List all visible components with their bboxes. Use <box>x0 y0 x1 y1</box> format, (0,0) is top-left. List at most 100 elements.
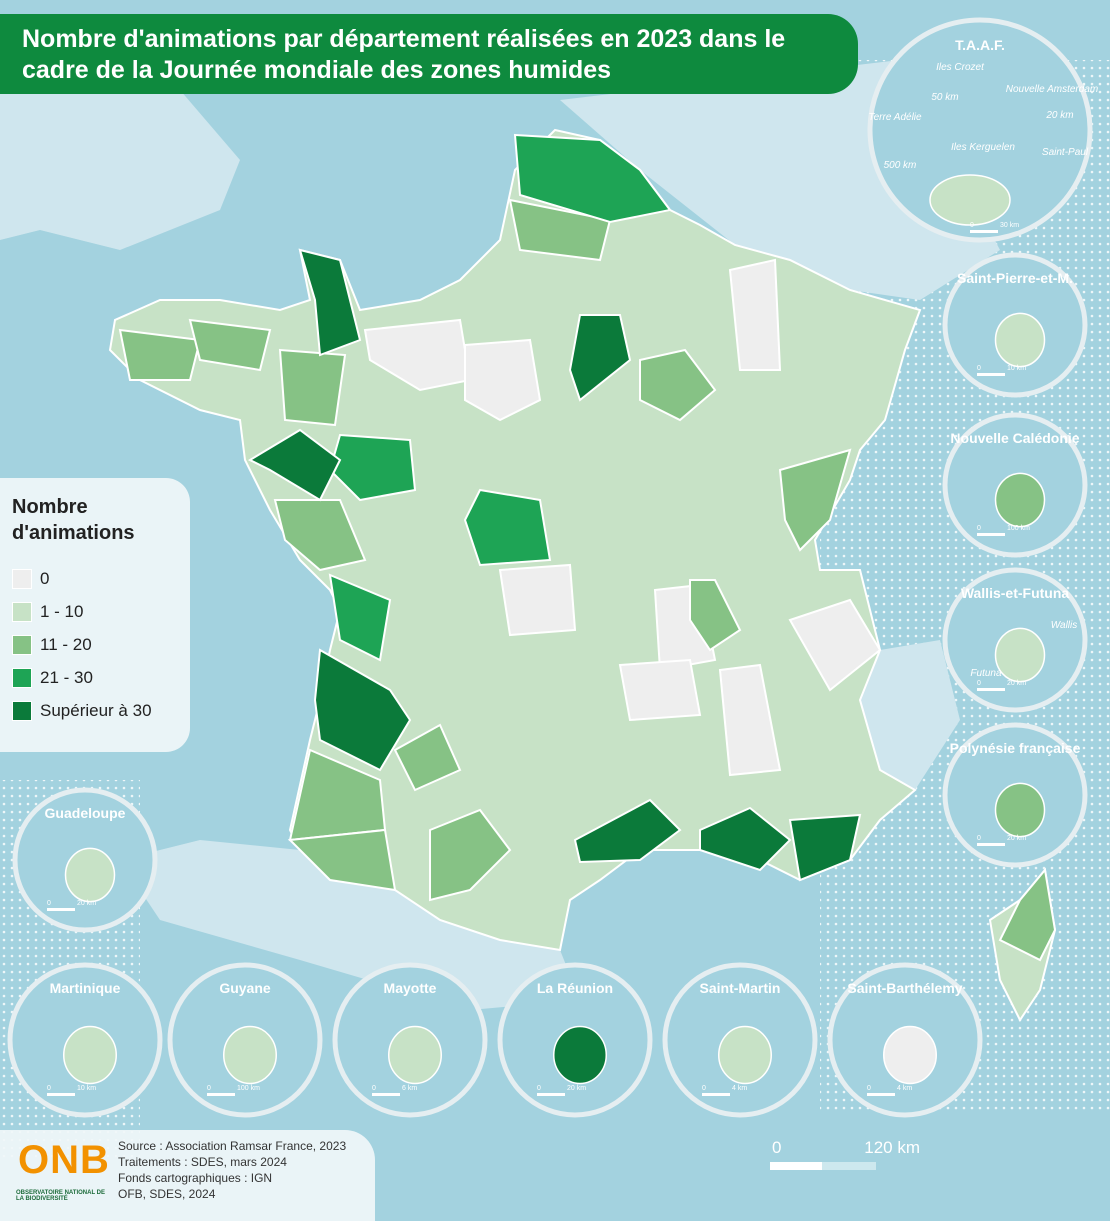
inset-scale-label: 0 <box>977 835 981 842</box>
inset-scale-bar <box>970 230 998 233</box>
department <box>498 563 577 637</box>
inset-scale-label: 0 <box>867 1085 871 1092</box>
departments <box>118 133 882 902</box>
source-line: Traitements : SDES, mars 2024 <box>118 1155 287 1169</box>
source-line: Source : Association Ramsar France, 2023 <box>118 1139 347 1153</box>
legend-item: Supérieur à 30 <box>12 694 178 727</box>
inset-island <box>553 1025 607 1085</box>
inset-scale-bar <box>47 908 75 911</box>
inset-scale-bar <box>207 1093 235 1096</box>
inset-scale-label: 6 km <box>402 1085 417 1092</box>
inset-scale-bar <box>372 1093 400 1096</box>
inset-scale-bar <box>977 843 1005 846</box>
inset-scale-label: 20 km <box>1007 680 1026 687</box>
inset-scale-label: 100 km <box>237 1085 260 1092</box>
scale-bar <box>770 1162 822 1170</box>
inset-label: Iles Kerguelen <box>951 142 1015 153</box>
legend-swatch <box>12 667 32 688</box>
legend-item: 11 - 20 <box>12 628 178 661</box>
department <box>247 428 342 502</box>
inset-scale-bar <box>977 373 1005 376</box>
inset-title: La Réunion <box>537 980 613 996</box>
legend-label: 1 - 10 <box>40 601 84 621</box>
inset-title: T.A.A.F. <box>955 37 1005 53</box>
legend-label: Supérieur à 30 <box>40 700 152 720</box>
sources: Source : Association Ramsar France, 2023… <box>118 1138 346 1202</box>
inset-label: Wallis <box>1051 620 1077 631</box>
legend-label: 0 <box>40 568 50 588</box>
inset-scale-label: 0 <box>537 1085 541 1092</box>
inset-title: Wallis-et-Futuna <box>961 585 1070 601</box>
department <box>998 867 1057 962</box>
department <box>568 314 632 402</box>
department <box>618 658 702 722</box>
inset-title: Guadeloupe <box>45 805 126 821</box>
source-line: OFB, SDES, 2024 <box>118 1187 216 1201</box>
inset-scale-label: 30 km <box>1000 222 1019 229</box>
inset-island <box>64 847 116 903</box>
department <box>513 133 672 224</box>
inset-island <box>223 1025 277 1085</box>
inset-scale-label: 4 km <box>897 1085 912 1092</box>
source-line: Fonds cartographiques : IGN <box>118 1171 273 1185</box>
legend-label: 11 - 20 <box>40 634 92 654</box>
department <box>298 248 362 357</box>
inset-label: 500 km <box>884 160 917 171</box>
inset-frame <box>867 17 1093 243</box>
department <box>788 813 862 882</box>
legend-label: 21 - 30 <box>40 667 93 687</box>
legend-swatch <box>12 634 32 655</box>
inset-island <box>994 472 1046 528</box>
department <box>118 328 202 381</box>
inset-label: 50 km <box>931 92 958 103</box>
scale-bar <box>822 1162 876 1170</box>
department <box>393 723 462 792</box>
inset-title: Saint-Barthélemy <box>847 980 962 996</box>
inset-island <box>883 1025 937 1085</box>
legend-swatch <box>12 568 32 589</box>
department <box>328 573 392 662</box>
inset-island <box>929 174 1011 226</box>
inset-island <box>388 1025 442 1085</box>
neighbour-land <box>860 640 960 790</box>
department <box>689 579 742 652</box>
scale-label: 120 km <box>864 1138 920 1157</box>
scale-label: 0 <box>772 1138 781 1157</box>
inset-scale-label: 20 km <box>1007 835 1026 842</box>
legend-item: 1 - 10 <box>12 595 178 628</box>
neighbour-land <box>0 90 240 250</box>
inset-title: Martinique <box>50 980 121 996</box>
department <box>363 318 472 392</box>
legend-items: 0 1 - 10 11 - 20 21 - 30 Supérieur à 30 <box>12 562 178 727</box>
legend-item: 21 - 30 <box>12 661 178 694</box>
legend: Nombre d'animations 0 1 - 10 11 - 20 21 - 3… <box>0 478 190 752</box>
inset-label: Iles Crozet <box>936 62 985 73</box>
inset-scale-label: 0 <box>702 1085 706 1092</box>
legend-title: Nombre d'animations <box>12 496 135 544</box>
inset-title: Saint-Pierre-et-M. <box>957 270 1073 286</box>
inset-scale-bar <box>977 533 1005 536</box>
inset-island <box>63 1025 117 1085</box>
inset-scale-label: 0 <box>970 222 974 229</box>
department <box>778 448 852 552</box>
legend-swatch <box>12 601 32 622</box>
inset-scale-bar <box>867 1093 895 1096</box>
department <box>313 648 412 772</box>
inset-label: Terre Adélie <box>868 112 922 123</box>
inset-scale-label: 0 <box>977 525 981 532</box>
inset-scale-bar <box>977 688 1005 691</box>
footer: ONB OBSERVATOIRE NATIONAL DE LA BIODIVER… <box>0 1130 375 1221</box>
inset-label: Futuna <box>970 668 1002 679</box>
department <box>188 318 272 372</box>
legend-item: 0 <box>12 562 178 595</box>
inset-scale-label: 100 km <box>1007 525 1030 532</box>
inset-title: Saint-Martin <box>700 980 781 996</box>
inset-scale-label: 0 <box>372 1085 376 1092</box>
logo-subtitle: OBSERVATOIRE NATIONAL DE LA BIODIVERSITÉ <box>16 1190 106 1202</box>
inset-title: Mayotte <box>384 980 437 996</box>
department <box>273 499 367 572</box>
department <box>699 806 792 872</box>
inset-title: Polynésie française <box>950 740 1081 756</box>
